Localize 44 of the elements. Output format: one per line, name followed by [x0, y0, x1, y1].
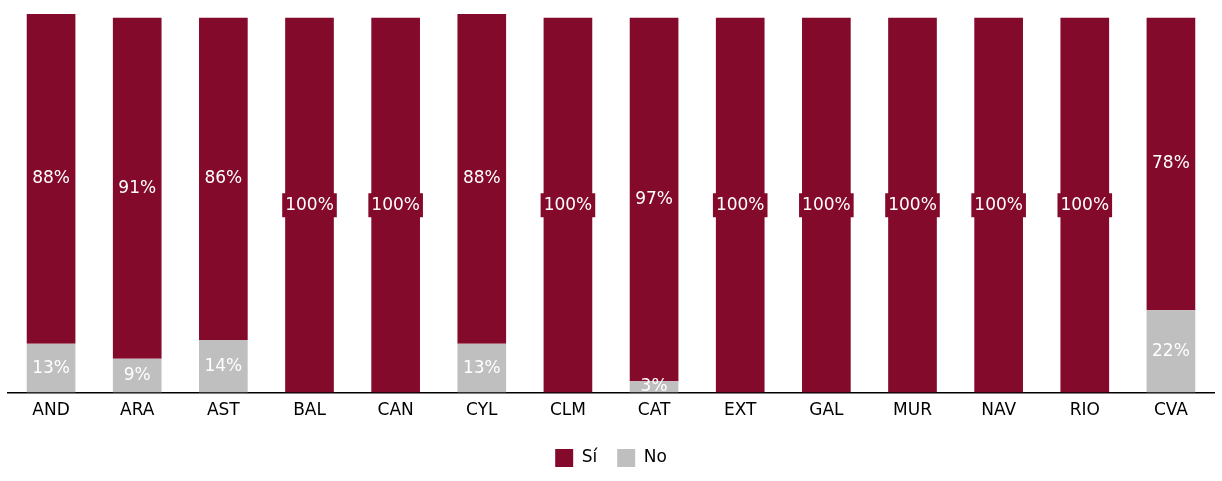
- data-label: 22%: [1152, 339, 1190, 360]
- data-label: 100%: [371, 193, 420, 214]
- bar: [199, 17, 248, 341]
- data-label: 13%: [32, 356, 70, 377]
- x-tick-label: EXT: [723, 399, 758, 420]
- data-label: 88%: [32, 167, 70, 188]
- bar: [457, 14, 507, 344]
- x-tick-label: NAV: [981, 399, 1017, 420]
- x-tick-label: CAN: [377, 399, 414, 420]
- bar: [199, 340, 248, 393]
- data-label: 78%: [1152, 152, 1190, 173]
- x-tick-label: ARA: [120, 399, 155, 420]
- x-tick-label: AND: [32, 399, 70, 420]
- data-label: 100%: [543, 193, 593, 214]
- bar: [457, 343, 507, 393]
- data-label: 100%: [888, 193, 937, 214]
- data-label: 3%: [640, 375, 668, 396]
- x-tick-label: CLM: [549, 399, 586, 420]
- legend-label: Sí: [581, 446, 599, 467]
- bar: [1146, 17, 1196, 311]
- bar: [112, 17, 162, 359]
- x-tick-label: CAT: [637, 399, 671, 420]
- data-label: 100%: [802, 193, 851, 214]
- data-label: 100%: [715, 193, 765, 214]
- x-tick-label: CVA: [1153, 399, 1189, 420]
- data-label: 100%: [974, 193, 1023, 214]
- x-tick-label: MUR: [893, 399, 933, 420]
- bar: [26, 14, 76, 344]
- data-label: 86%: [204, 167, 243, 188]
- data-label: 13%: [462, 356, 501, 377]
- data-label: 91%: [118, 176, 157, 197]
- data-label: 88%: [462, 167, 501, 188]
- x-tick-label: RIO: [1069, 399, 1100, 420]
- data-label: 9%: [123, 364, 151, 385]
- data-label: 100%: [1060, 193, 1110, 214]
- data-label: 100%: [285, 193, 334, 214]
- x-tick-label: BAL: [293, 399, 327, 420]
- x-tick-label: AST: [206, 399, 241, 420]
- data-label: 97%: [635, 187, 673, 208]
- x-tick-label: CYL: [466, 399, 499, 420]
- x-tick-label: GAL: [809, 399, 845, 420]
- bar: [1146, 310, 1196, 393]
- data-label: 14%: [204, 354, 243, 375]
- legend-label: No: [643, 446, 667, 467]
